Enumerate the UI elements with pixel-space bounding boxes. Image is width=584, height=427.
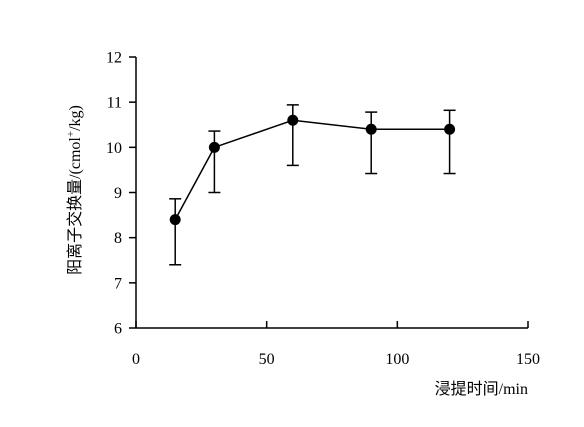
y-tick-label: 8 (114, 230, 122, 247)
y-tick-label: 12 (106, 50, 122, 67)
x-tick-label: 100 (385, 351, 409, 368)
x-tick-label: 0 (132, 351, 140, 368)
series-line (174, 119, 450, 220)
data-point (208, 141, 220, 153)
y-axis-label: 阳离子交换量/(cmol+/kg) (65, 105, 84, 275)
y-axis-label-tail: /kg) (67, 105, 84, 131)
data-point (287, 114, 299, 126)
y-tick-label: 9 (114, 185, 122, 202)
y-tick-label: 6 (114, 321, 122, 338)
y-tick-label: 7 (114, 275, 122, 292)
y-tick-label: 10 (106, 140, 122, 157)
y-axis-label-main: 阳离子交换量/(cmol (66, 137, 84, 275)
data-point (169, 214, 181, 226)
ticks: 6 7 8 9 10 11 12 0 50 100 150 (106, 50, 540, 369)
plot-area (169, 104, 456, 266)
x-axis-label: 浸提时间/min (435, 380, 528, 398)
axes (135, 57, 528, 329)
y-axis-label-superscript: + (65, 131, 77, 137)
x-tick-label: 50 (259, 351, 275, 368)
data-point (365, 123, 377, 135)
x-tick-label: 150 (516, 351, 540, 368)
data-point (444, 123, 456, 135)
y-tick-label: 11 (107, 95, 122, 112)
